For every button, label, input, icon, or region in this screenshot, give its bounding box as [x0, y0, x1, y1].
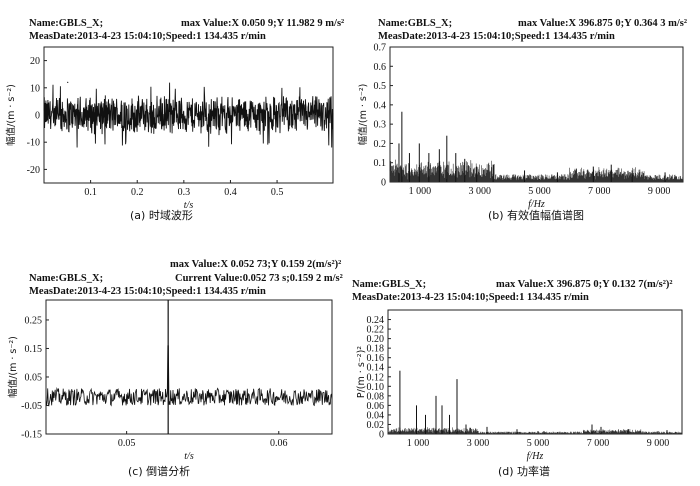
x-tick-label: 0.3 [178, 187, 191, 198]
header-name: Name:GBLS_X; [352, 279, 427, 290]
y-tick-label: 0.25 [25, 315, 43, 326]
y-tick-label: 0.3 [374, 120, 387, 131]
panel-rms-spectrum: Name:GBLS_X; max Value:X 396.875 0;Y 0.3… [350, 0, 700, 240]
y-tick-label: -0.05 [21, 401, 42, 412]
y-tick-label: 0.04 [367, 410, 385, 421]
header-meas-date: MeasDate:2013-4-23 15:04:10;Speed:1 134.… [29, 286, 266, 297]
y-tick-label: 0.1 [374, 158, 387, 169]
x-tick-label: 3 000 [467, 438, 490, 449]
y-tick-label: 0.7 [374, 43, 387, 54]
series-cepstrum [45, 345, 333, 407]
chart-rms-spectrum: 0 0.1 0.2 0.3 0.4 0.5 0.6 0.7 1 000 3 000 5 000 7 0… [357, 43, 684, 210]
x-tick-label: 0.05 [118, 438, 136, 449]
y-tick-label: 0.5 [374, 81, 387, 92]
x-tick-label: 7 000 [587, 438, 610, 449]
y-tick-label: 0.06 [367, 401, 385, 412]
x-tick-label: 0.2 [131, 187, 144, 198]
chart-cepstrum: 0.25 0.15 0.05 -0.05 -0.15 0.05 0.06 t/s 幅值/(m ·… [7, 299, 333, 462]
series-waveform [43, 82, 334, 148]
y-tick-label: 0.24 [367, 315, 385, 326]
x-tick-label: 9 000 [647, 438, 670, 449]
header-max-value: max Value:X 0.052 73;Y 0.159 2(m/s²)² [170, 259, 342, 270]
x-tick-label: 1 000 [409, 186, 432, 197]
header-max-value: max Value:X 396.875 0;Y 0.364 3 m/s² [518, 18, 688, 29]
header-name: Name:GBLS_X; [29, 273, 104, 284]
y-tick-label: 0 [379, 430, 384, 441]
y-tick-label: -20 [27, 165, 40, 176]
x-tick-label: 0.4 [224, 187, 237, 198]
y-axis-label: P/(m · s⁻²)² [356, 346, 367, 398]
x-tick-label: 1 000 [407, 438, 430, 449]
y-tick-label: 0.16 [367, 353, 385, 364]
y-tick-label: 0.12 [367, 372, 385, 383]
y-tick-label: 0.6 [374, 62, 387, 73]
header-name: Name:GBLS_X; [29, 18, 104, 29]
y-axis-label: 幅值/(m · s⁻²) [357, 84, 369, 146]
y-axis-label: 幅值/(m · s⁻²) [5, 84, 17, 146]
header-max-value: max Value:X 0.050 9;Y 11.982 9 m/s² [181, 18, 345, 29]
x-tick-label: 0.5 [271, 187, 284, 198]
y-tick-label: 0.14 [367, 363, 385, 374]
x-tick-label: 0.1 [84, 187, 97, 198]
y-tick-label: -0.15 [21, 430, 42, 441]
x-tick-label: 5 000 [528, 186, 551, 197]
y-axis-label: 幅值/(m · s⁻²) [7, 336, 19, 398]
y-tick-label: 0.2 [374, 139, 387, 150]
y-tick-label: 0.10 [367, 382, 385, 393]
header-meas-date: MeasDate:2013-4-23 15:04:10;Speed:1 134.… [29, 31, 266, 42]
caption-a: (a) 时域波形 [130, 209, 193, 222]
y-tick-label: 0.08 [367, 391, 385, 402]
max-point-marker [67, 81, 69, 84]
y-tick-label: 0.15 [25, 344, 43, 355]
y-tick-label: 0 [381, 178, 386, 189]
y-tick-label: 0 [35, 111, 40, 122]
header-current-value: Current Value:0.052 73 s;0.159 2 m/s² [175, 273, 343, 284]
panel-cepstrum: max Value:X 0.052 73;Y 0.159 2(m/s²)² Na… [0, 243, 350, 486]
y-tick-label: 0.20 [367, 334, 385, 345]
x-axis-label: f/Hz [527, 451, 544, 462]
header-max-value: max Value:X 396.875 0;Y 0.132 7(m/s²)² [496, 279, 673, 290]
series-power-floor [387, 427, 682, 434]
header-meas-date: MeasDate:2013-4-23 15:04:10;Speed:1 134.… [352, 292, 589, 303]
x-tick-label: 3 000 [468, 186, 491, 197]
y-tick-label: 0.05 [25, 372, 43, 383]
y-tick-label: 0.18 [367, 344, 385, 355]
y-tick-label: -10 [27, 138, 40, 149]
chart-time-waveform: 20 10 0 -10 -20 0.1 0.2 0.3 0.4 0.5 t/s 幅值/(m · s⁻²… [5, 46, 334, 211]
header-meas-date: MeasDate:2013-4-23 15:04:10;Speed:1 134.… [378, 31, 615, 42]
plot-frame [387, 309, 683, 435]
panel-power-spectrum: Name:GBLS_X; max Value:X 396.875 0;Y 0.1… [350, 243, 700, 486]
panel-time-waveform: Name:GBLS_X; max Value:X 0.050 9;Y 11.98… [0, 0, 350, 240]
plot-frame [45, 299, 333, 435]
x-axis-label: f/Hz [528, 199, 545, 210]
y-tick-label: 0.02 [367, 420, 385, 431]
chart-power-spectrum: 00.020.040.060.080.100.120.140.160.180.2… [356, 309, 683, 462]
x-tick-label: 0.06 [270, 438, 288, 449]
y-tick-label: 10 [30, 83, 40, 94]
caption-d: (d) 功率谱 [498, 465, 551, 478]
series-spectrum-floor [389, 159, 683, 182]
caption-b: (b) 有效值幅值谱图 [488, 209, 585, 222]
y-tick-label: 0.22 [367, 325, 385, 336]
y-tick-label: 0.4 [374, 100, 387, 111]
x-axis-label: t/s [184, 200, 194, 211]
header-name: Name:GBLS_X; [378, 18, 453, 29]
x-tick-label: 9 000 [648, 186, 671, 197]
x-axis-label: t/s [184, 451, 194, 462]
x-tick-label: 7 000 [588, 186, 611, 197]
plot-frame [389, 46, 684, 183]
x-tick-label: 5 000 [527, 438, 550, 449]
y-tick-label: 20 [30, 56, 40, 67]
caption-c: (c) 倒谱分析 [128, 465, 191, 478]
